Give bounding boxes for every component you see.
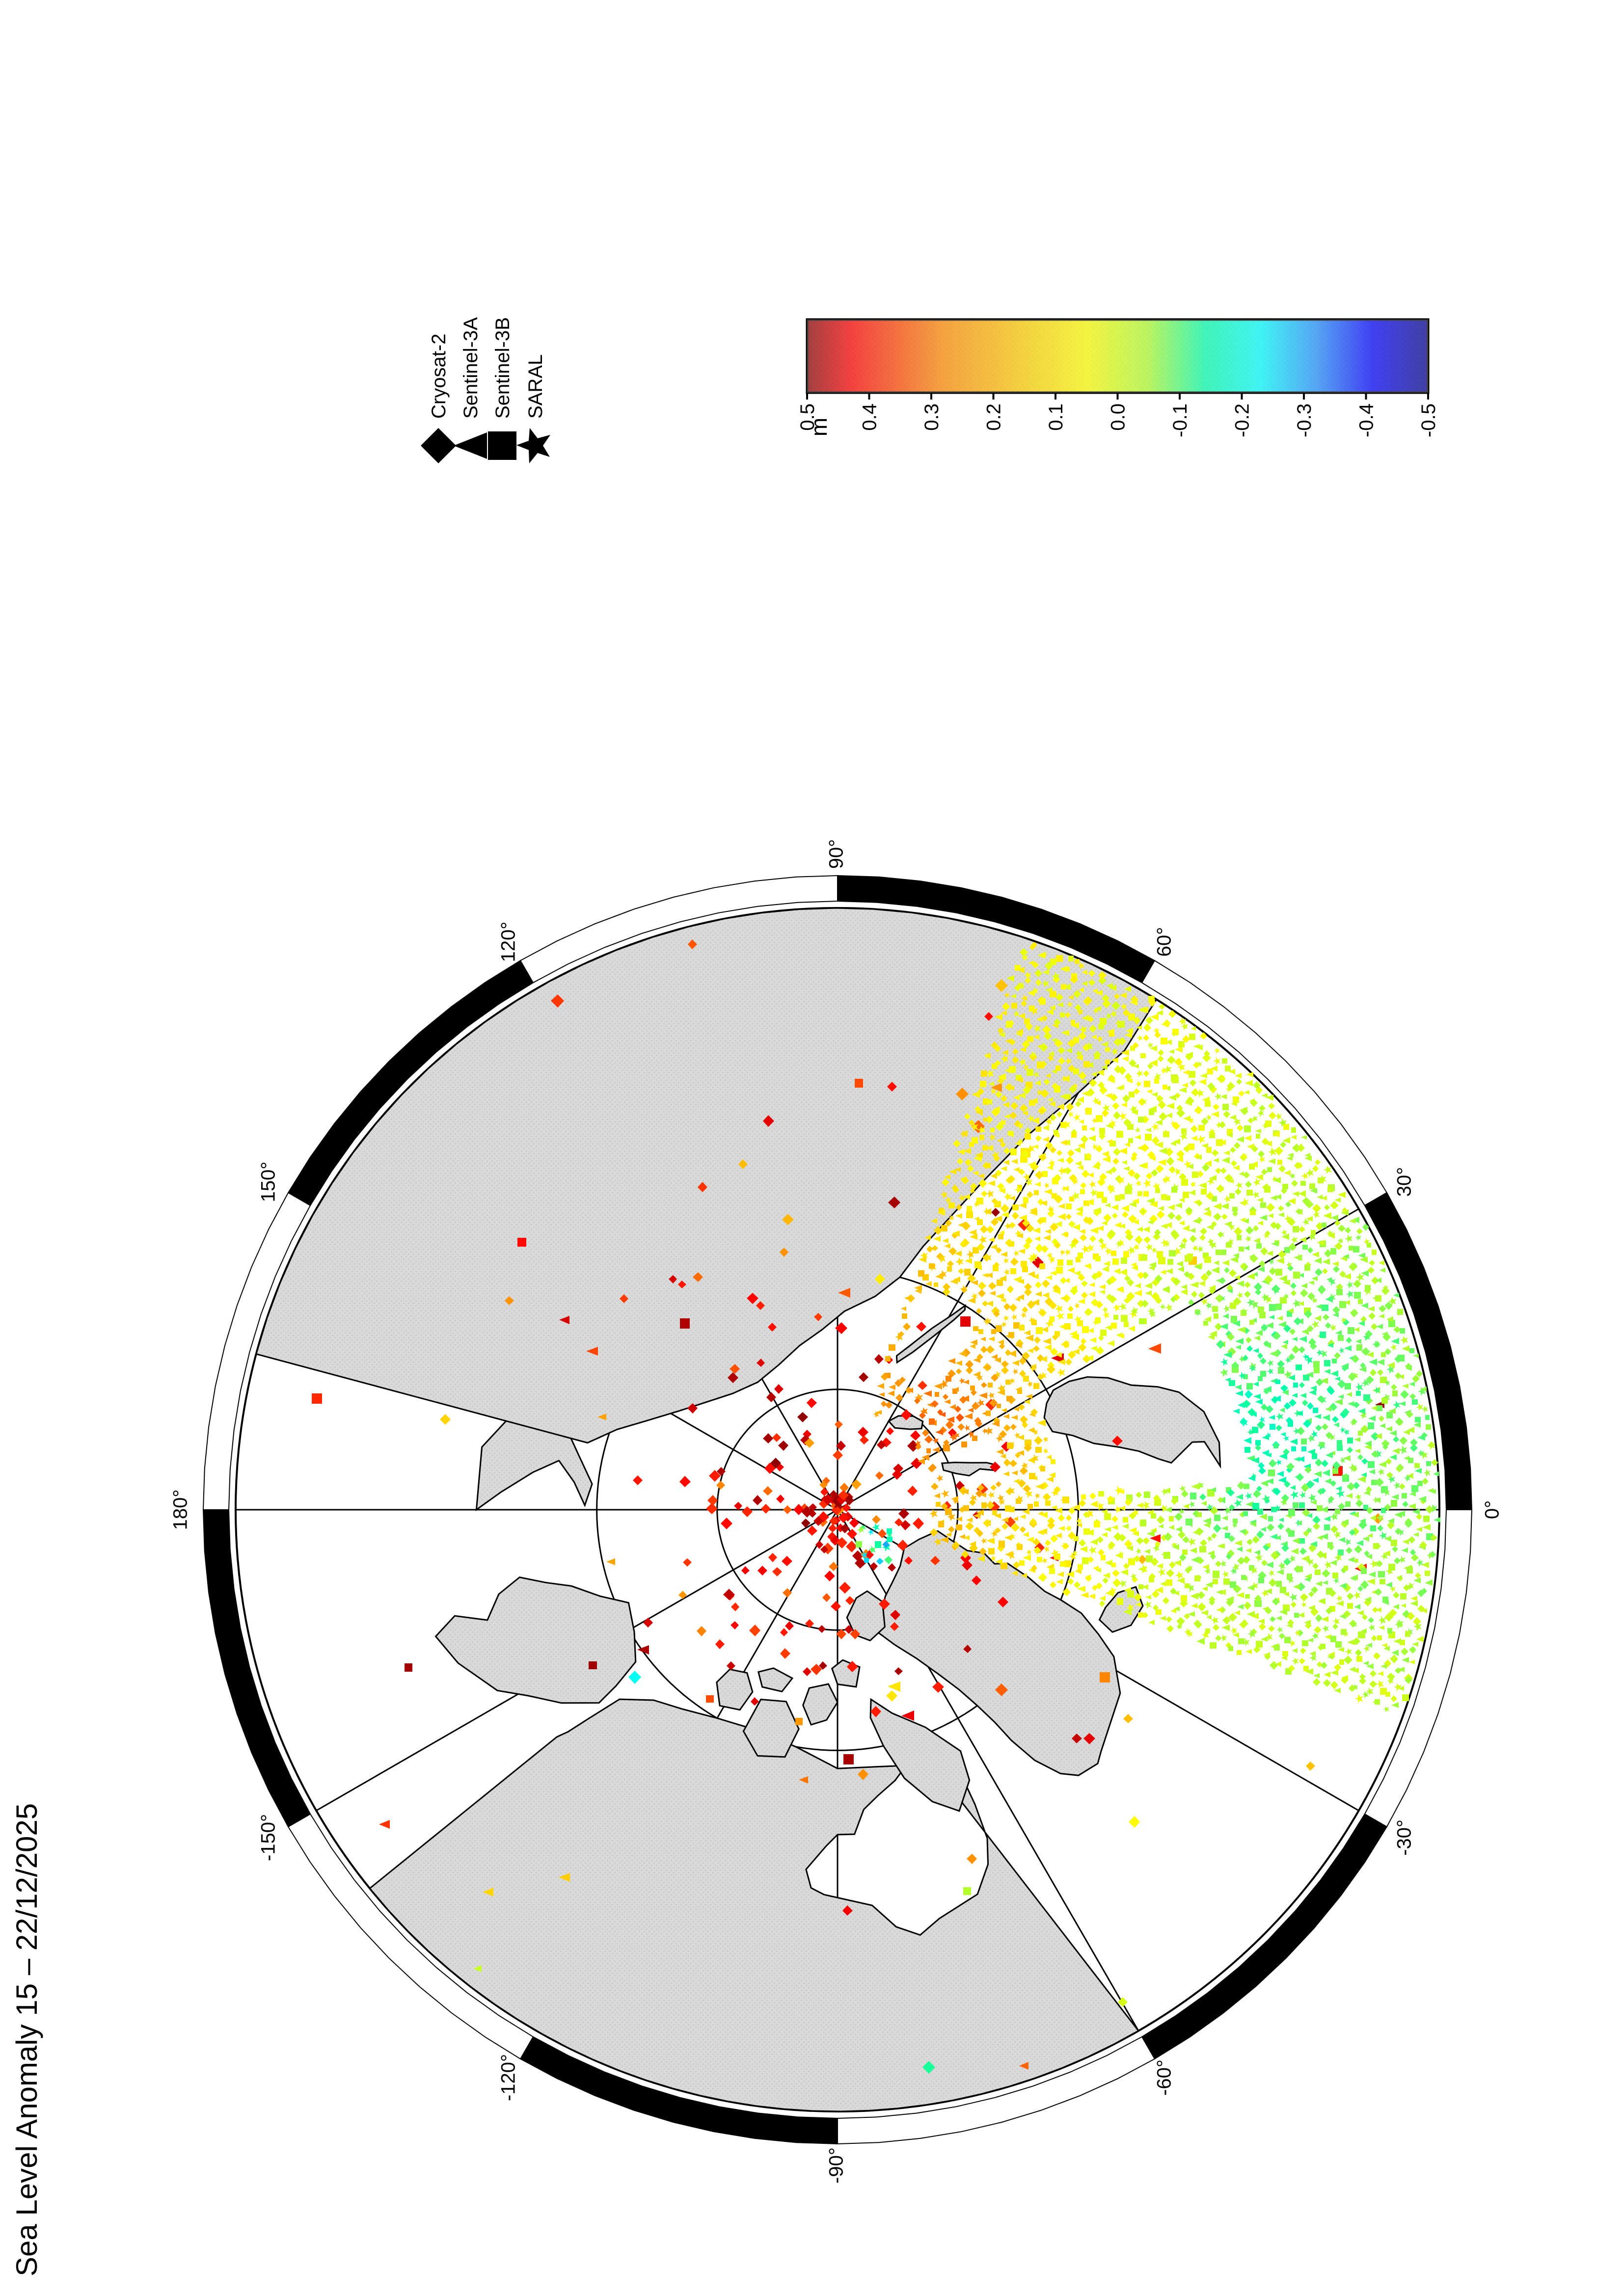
svg-text:60°: 60° bbox=[1154, 927, 1175, 957]
svg-text:0.4: 0.4 bbox=[859, 403, 881, 431]
svg-text:-30°: -30° bbox=[1394, 1819, 1415, 1856]
svg-text:-0.5: -0.5 bbox=[1418, 403, 1439, 437]
svg-text:90°: 90° bbox=[826, 839, 847, 869]
svg-text:0.2: 0.2 bbox=[983, 403, 1005, 431]
svg-text:-120°: -120° bbox=[498, 2054, 519, 2101]
svg-text:0.3: 0.3 bbox=[921, 403, 943, 431]
svg-text:-90°: -90° bbox=[826, 2147, 847, 2184]
svg-text:Sea Level Anomaly 15 – 22/12/2: Sea Level Anomaly 15 – 22/12/2025 bbox=[10, 1803, 43, 2276]
svg-text:120°: 120° bbox=[498, 922, 519, 962]
svg-text:0.5: 0.5 bbox=[797, 403, 818, 431]
svg-text:-60°: -60° bbox=[1154, 2059, 1175, 2096]
svg-text:0°: 0° bbox=[1482, 1500, 1503, 1519]
svg-text:Sentinel-3A: Sentinel-3A bbox=[460, 317, 482, 419]
svg-text:0.0: 0.0 bbox=[1108, 403, 1129, 431]
svg-text:30°: 30° bbox=[1394, 1167, 1415, 1197]
svg-text:-0.3: -0.3 bbox=[1294, 403, 1315, 437]
svg-text:Sentinel-3B: Sentinel-3B bbox=[492, 317, 514, 419]
svg-text:Cryosat-2: Cryosat-2 bbox=[428, 334, 450, 419]
svg-text:-0.1: -0.1 bbox=[1169, 403, 1191, 437]
svg-text:150°: 150° bbox=[258, 1162, 279, 1202]
svg-text:0.1: 0.1 bbox=[1045, 403, 1067, 431]
svg-text:-0.2: -0.2 bbox=[1232, 403, 1253, 437]
svg-text:180°: 180° bbox=[170, 1490, 191, 1530]
svg-text:-150°: -150° bbox=[258, 1814, 279, 1861]
svg-text:-0.4: -0.4 bbox=[1356, 403, 1378, 437]
svg-text:SARAL: SARAL bbox=[525, 354, 546, 419]
